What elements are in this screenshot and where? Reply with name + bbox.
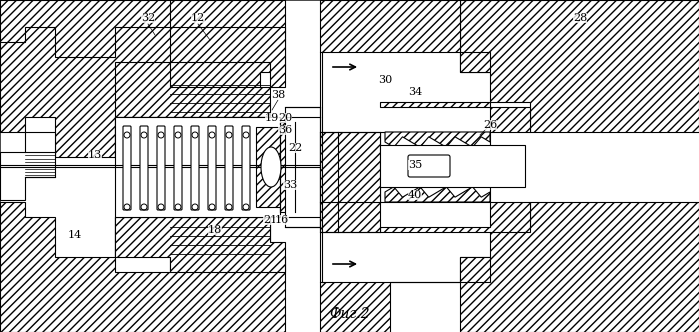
Polygon shape xyxy=(320,132,380,232)
Text: 35: 35 xyxy=(408,160,422,170)
Polygon shape xyxy=(380,102,530,132)
Polygon shape xyxy=(385,187,490,202)
Text: 34: 34 xyxy=(408,87,422,97)
Polygon shape xyxy=(0,0,285,157)
FancyBboxPatch shape xyxy=(242,126,250,210)
Text: 18: 18 xyxy=(208,225,222,235)
Bar xyxy=(380,145,525,187)
Polygon shape xyxy=(380,202,530,232)
Text: 36: 36 xyxy=(278,125,292,135)
Text: 19: 19 xyxy=(265,113,279,123)
FancyBboxPatch shape xyxy=(191,126,199,210)
Text: 26: 26 xyxy=(483,120,497,130)
Polygon shape xyxy=(170,27,285,87)
Polygon shape xyxy=(115,62,270,117)
Text: 12: 12 xyxy=(191,13,205,23)
Text: 16: 16 xyxy=(275,215,289,225)
Text: 32: 32 xyxy=(141,13,155,23)
Polygon shape xyxy=(0,0,170,57)
Text: 21: 21 xyxy=(263,215,277,225)
Polygon shape xyxy=(115,117,270,157)
Text: 22: 22 xyxy=(288,143,302,153)
Polygon shape xyxy=(256,127,285,207)
Text: 40: 40 xyxy=(408,190,422,200)
Text: 28: 28 xyxy=(573,13,587,23)
Text: 33: 33 xyxy=(283,180,297,190)
Polygon shape xyxy=(460,0,699,132)
Polygon shape xyxy=(380,132,490,202)
Bar xyxy=(115,117,280,217)
Text: 14: 14 xyxy=(68,230,82,240)
Polygon shape xyxy=(115,217,270,272)
Polygon shape xyxy=(320,0,490,72)
Text: 38: 38 xyxy=(271,90,285,100)
Text: 30: 30 xyxy=(378,75,392,85)
Polygon shape xyxy=(285,107,320,227)
Text: 13: 13 xyxy=(88,150,102,160)
Text: Фиг.2: Фиг.2 xyxy=(330,307,370,321)
FancyBboxPatch shape xyxy=(123,126,131,210)
FancyBboxPatch shape xyxy=(157,126,165,210)
FancyBboxPatch shape xyxy=(225,126,233,210)
Polygon shape xyxy=(0,132,55,200)
FancyBboxPatch shape xyxy=(174,126,182,210)
Polygon shape xyxy=(385,132,490,147)
Text: 20: 20 xyxy=(278,113,292,123)
Ellipse shape xyxy=(261,147,281,187)
Polygon shape xyxy=(280,122,295,212)
Polygon shape xyxy=(460,202,699,332)
FancyBboxPatch shape xyxy=(140,126,148,210)
Polygon shape xyxy=(115,217,285,272)
Polygon shape xyxy=(0,202,285,332)
FancyBboxPatch shape xyxy=(408,155,450,177)
Polygon shape xyxy=(320,257,490,332)
FancyBboxPatch shape xyxy=(208,126,216,210)
